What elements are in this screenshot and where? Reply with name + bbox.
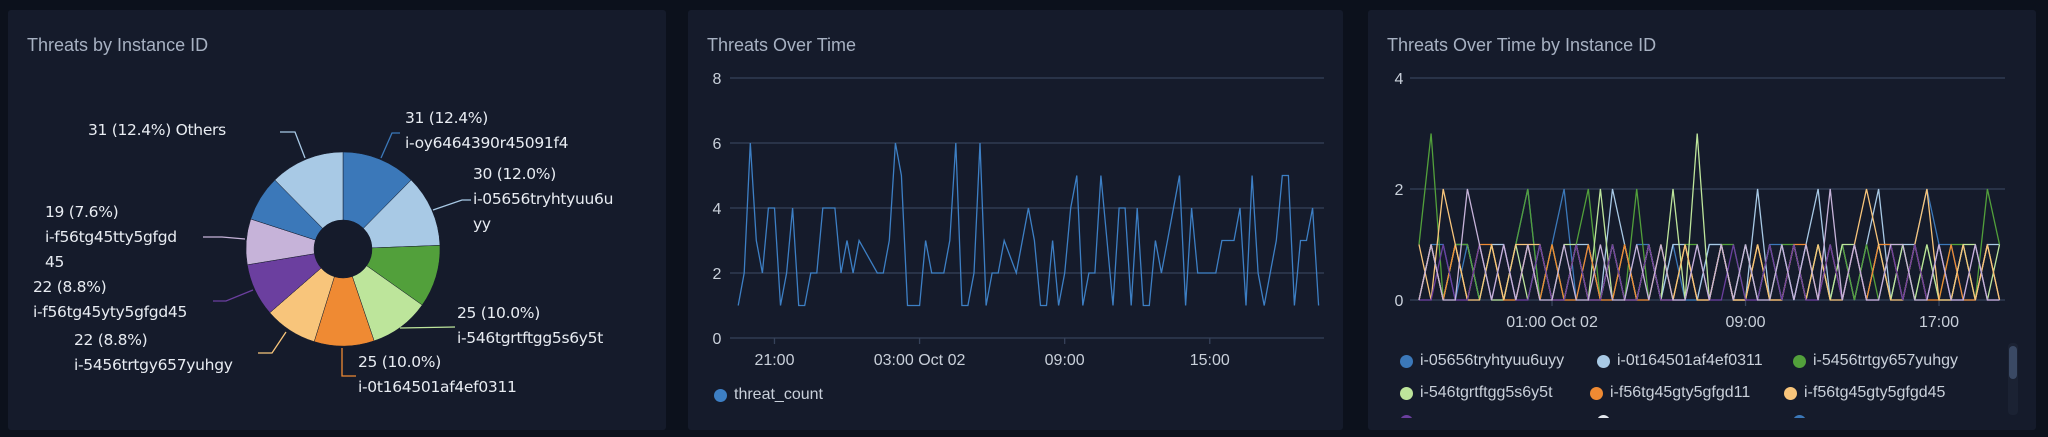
pie-label-line: i-f56tg45yty5gfgd45 [33, 303, 188, 321]
legend-item[interactable]: i-0t164501af4ef0311 [1597, 352, 1763, 370]
leader-line [432, 199, 471, 211]
series-line[interactable] [1418, 188, 2000, 301]
pie-label-line: 22 (8.8%) [33, 278, 107, 296]
legend-dot-partial [1793, 415, 1806, 418]
panel-title: Threats Over Time [707, 35, 857, 55]
y-tick-label: 4 [1395, 71, 1404, 88]
pie-label: 30 (12.0%) i-05656tryhtyuu6u yy [473, 162, 613, 237]
x-tick-label: 01:00 Oct 02 [1506, 314, 1598, 331]
y-tick-label: 8 [713, 71, 722, 88]
pie-label-line: 30 (12.0%) [473, 165, 556, 183]
legend-dot [1400, 354, 1413, 368]
legend-item[interactable]: i-f56tg45gty5gfgd45 [1784, 384, 1945, 402]
series-line[interactable] [737, 142, 1320, 307]
legend-dot [714, 388, 727, 402]
legend-item[interactable]: i-f56tg45gty5gfgd11 [1590, 384, 1750, 402]
legend-label: i-f56tg45gty5gfgd45 [1804, 384, 1946, 401]
x-tick-label: 09:00 [1045, 352, 1085, 369]
panel-threats-by-instance: Threats by Instance ID 31 (12.4%) i-oy646… [8, 10, 666, 430]
pie-label-line: i-5456trtgy657yuhgy [74, 356, 233, 374]
pie-label-line: 25 (10.0%) [358, 353, 441, 371]
series-line[interactable] [1418, 133, 2001, 301]
x-tick-label: 09:00 [1726, 314, 1766, 331]
legend-label: i-546tgrtftgg5s6y5t [1420, 384, 1553, 401]
x-tick-label: 21:00 [754, 352, 794, 369]
x-tick-label: 15:00 [1190, 352, 1230, 369]
leader-line [341, 348, 356, 377]
pie-label-line: i-05656tryhtyuu6u [473, 190, 614, 208]
panel-title: Threats by Instance ID [27, 35, 209, 55]
legend-dot [1793, 354, 1806, 368]
legend-dot [1590, 386, 1603, 400]
leader-line [380, 132, 400, 159]
series-line[interactable] [1418, 133, 2001, 301]
pie-label: 19 (7.6%) i-f56tg45tty5gfgd 45 [45, 200, 177, 275]
pie-label-line: 31 (12.4%) [405, 109, 488, 127]
legend-item-threat-count[interactable]: threat_count [714, 386, 823, 404]
legend-scrollbar[interactable] [2008, 343, 2018, 415]
legend-label: i-05656tryhtyuu6uyy [1420, 352, 1565, 369]
legend-label: i-0t164501af4ef0311 [1617, 352, 1763, 369]
leader-line [280, 131, 306, 159]
y-tick-label: 0 [1395, 293, 1404, 310]
pie-name: Others [170, 121, 227, 139]
pie-label-line: i-f56tg45tty5gfgd [45, 228, 177, 246]
multi-line-chart: 0 2 4 01:00 Oct 02 09:00 17:00 [1395, 71, 2005, 331]
pie-value: 31 (12.4%) [88, 121, 171, 139]
legend-scrollbar-thumb[interactable] [2009, 346, 2017, 379]
pie-label-line: 25 (10.0%) [457, 304, 540, 322]
x-tick-label: 17:00 [1919, 314, 1959, 331]
pie-chart [203, 131, 471, 377]
legend-dot-partial [1400, 415, 1413, 418]
y-tick-label: 6 [713, 136, 722, 153]
pie-label-line: 19 (7.6%) [45, 203, 119, 221]
legend-dot [1597, 354, 1610, 368]
leader-line [258, 331, 287, 354]
panel-threats-over-time: Threats Over Time 0 2 4 6 8 21:00 03:00 Oct 02… [688, 10, 1343, 430]
y-tick-label: 2 [1395, 182, 1404, 199]
legend-item[interactable]: i-5456trtgy657yuhgy [1793, 352, 1958, 370]
pie-label: 22 (8.8%) i-f56tg45yty5gfgd45 [33, 275, 187, 325]
leader-line [399, 326, 456, 329]
pie-label-line: i-0t164501af4ef0311 [358, 378, 517, 396]
legend-dot [1400, 386, 1413, 400]
legend-label: i-f56tg45gty5gfgd11 [1610, 384, 1751, 401]
pie-label-line: i-546tgrtftgg5s6y5t [457, 329, 604, 347]
x-tick-label: 03:00 Oct 02 [874, 352, 966, 369]
pie-label-line: 31 (12.4%) Others [88, 118, 226, 143]
pie-label: 25 (10.0%) i-0t164501af4ef0311 [358, 350, 517, 400]
legend-dot-partial [1597, 415, 1610, 418]
pie-label-line: 45 [45, 253, 65, 271]
panel-threats-over-time-by-instance: Threats Over Time by Instance ID 0 2 4 01:0… [1368, 10, 2036, 430]
pie-label-line: yy [473, 215, 491, 233]
pie-label-line: 22 (8.8%) [74, 331, 148, 349]
pie-label: 31 (12.4%) i-oy6464390r45091f4 [405, 106, 568, 156]
legend-label: threat_count [734, 386, 823, 403]
leader-line [203, 236, 246, 240]
pie-slice[interactable] [274, 151, 344, 229]
pie-label: 22 (8.8%) i-5456trtgy657yuhgy [74, 328, 233, 378]
pie-label: 25 (10.0%) i-546tgrtftgg5s6y5t [457, 301, 603, 351]
legend: i-05656tryhtyuu6uyy i-0t164501af4ef0311 i-… [1368, 343, 2008, 418]
pie-label-line: i-oy6464390r45091f4 [405, 134, 569, 152]
y-tick-label: 2 [713, 266, 722, 283]
pie-label: 31 (12.4%) Others [88, 118, 226, 143]
y-tick-label: 4 [713, 201, 722, 218]
legend-label: i-5456trtgy657yuhgy [1813, 352, 1958, 369]
legend-item[interactable]: i-546tgrtftgg5s6y5t [1400, 384, 1553, 402]
legend-dot [1784, 386, 1797, 400]
y-tick-label: 0 [713, 331, 722, 348]
leader-line [213, 289, 254, 302]
line-chart: 0 2 4 6 8 21:00 03:00 Oct 02 09:00 15:00 [713, 71, 1324, 369]
series-line[interactable] [1418, 188, 2000, 301]
panel-title: Threats Over Time by Instance ID [1387, 35, 1657, 55]
legend-item[interactable]: i-05656tryhtyuu6uyy [1400, 352, 1564, 370]
